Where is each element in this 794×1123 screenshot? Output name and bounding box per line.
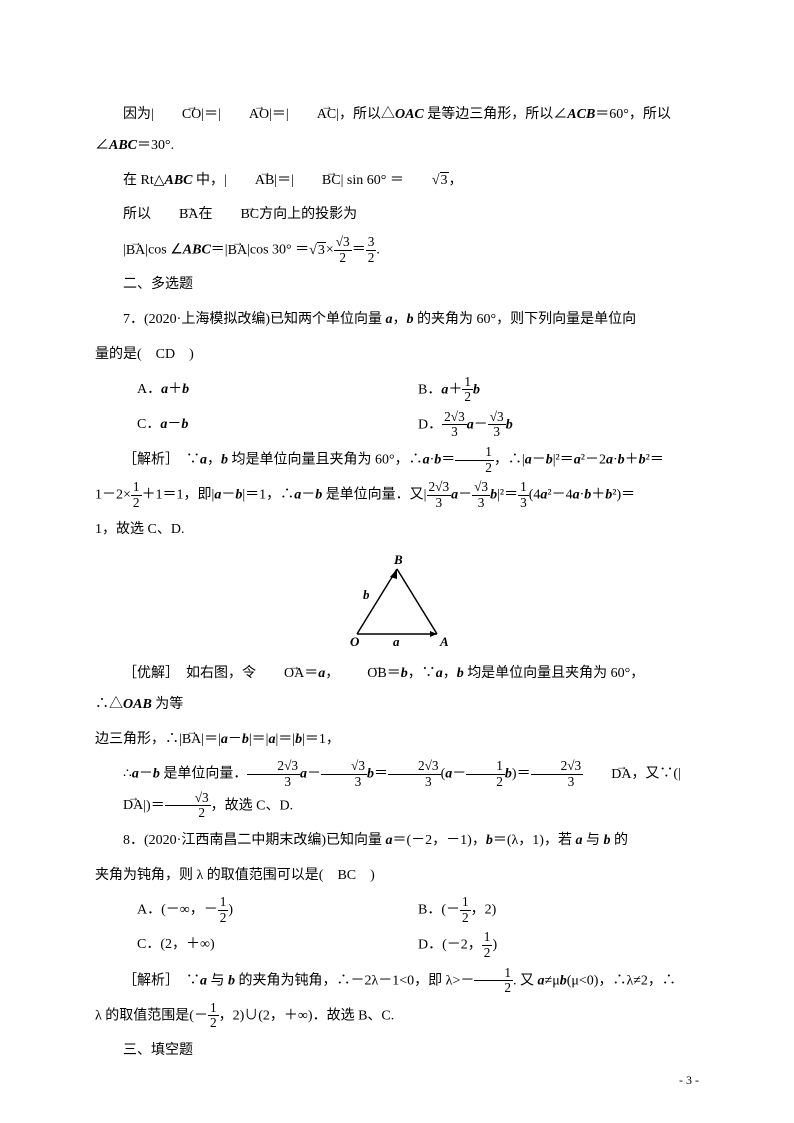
q7-option-a: A．a＋b (137, 375, 418, 406)
triangle-diagram: O A B a b (95, 554, 699, 649)
q7-analysis-1: ［解析］ ∵a，b 均是单位向量且夹角为 60°，∴a·b＝12，∴|a－b|²… (95, 445, 699, 476)
q7-analysis-2: 1－2×12＋1＝1，即|a－b|＝1，∴a－b 是单位向量．又|2√33a－√… (95, 480, 699, 511)
line-projection-intro: 所以BA→在BC→方向上的投影为 (95, 200, 699, 231)
q7-option-d: D．2√33a－√33b (418, 410, 699, 441)
q7-options-row1: A．a＋b B．a＋12b (95, 375, 699, 406)
q7-stem-2: 量的是( CD ) (95, 340, 699, 371)
line-co-ao-ac: 因为|CO→|＝|AO→|＝|AC→|，所以△OAC 是等边三角形，所以∠ACB… (95, 100, 699, 162)
q8-option-c: C．(2，＋∞) (137, 930, 418, 961)
q8-stem-2: 夹角为钝角，则 λ 的取值范围可以是( BC ) (95, 861, 699, 892)
q8-option-d: D．(－2，12) (418, 930, 699, 961)
line-rt-triangle: 在 Rt△ABC 中，|AB→|＝|BC→| sin 60° ＝3， (95, 166, 699, 197)
section-3-header: 三、填空题 (95, 1036, 699, 1067)
q8-options-row1: A．(－∞，－12) B．(－12，2) (95, 895, 699, 926)
q8-analysis-2: λ 的取值范围是(－12，2)∪(2，＋∞)．故选 B、C. (95, 1001, 699, 1032)
q7-analysis-3: 1，故选 C、D. (95, 515, 699, 546)
q8-options-row2: C．(2，＋∞) D．(－2，12) (95, 930, 699, 961)
triangle-svg: O A B a b (327, 554, 467, 649)
sqrt3-val: 3 (440, 172, 449, 188)
diagram-label-B: B (393, 554, 403, 567)
page-number: - 3 - (679, 1067, 699, 1093)
diagram-label-O: O (350, 634, 360, 649)
diagram-label-A: A (439, 634, 449, 649)
q7-options-row2: C．a－b D．2√33a－√33b (95, 410, 699, 441)
q7-stem: 7．(2020·上海模拟改编)已知两个单位向量 a，b 的夹角为 60°，则下列… (95, 305, 699, 336)
q8-analysis-1: ［解析］ ∵a 与 b 的夹角为钝角，∴－2λ－1<0，即 λ>－12. 又 a… (95, 966, 699, 997)
q7-opt-2: 边三角形，∴|BA→|＝|a－b|＝|a|＝|b|＝1， (95, 725, 699, 756)
q7-option-b: B．a＋12b (418, 375, 699, 406)
section-2-header: 二、多选题 (95, 270, 699, 301)
diagram-label-b: b (363, 587, 370, 602)
q8-option-b: B．(－12，2) (418, 895, 699, 926)
q8-stem-1: 8．(2020·江西南昌二中期末改编)已知向量 a＝(－2，－1)，b＝(λ，1… (95, 826, 699, 857)
line-projection-calc: |BA→|cos ∠ABC＝|BA→|cos 30° ＝3×√32＝32. (95, 235, 699, 266)
q8-option-a: A．(－∞，－12) (137, 895, 418, 926)
q7-opt-3: ∴a－b 是单位向量．2√33a－√33b＝2√33(a－12b)＝2√33DA… (95, 759, 699, 821)
q7-opt-1: ［优解］ 如右图，令OA→＝a，OB→＝b，∵a，b 均是单位向量且夹角为 60… (95, 659, 699, 721)
diagram-label-a: a (393, 634, 400, 649)
q7-option-c: C．a－b (137, 410, 418, 441)
